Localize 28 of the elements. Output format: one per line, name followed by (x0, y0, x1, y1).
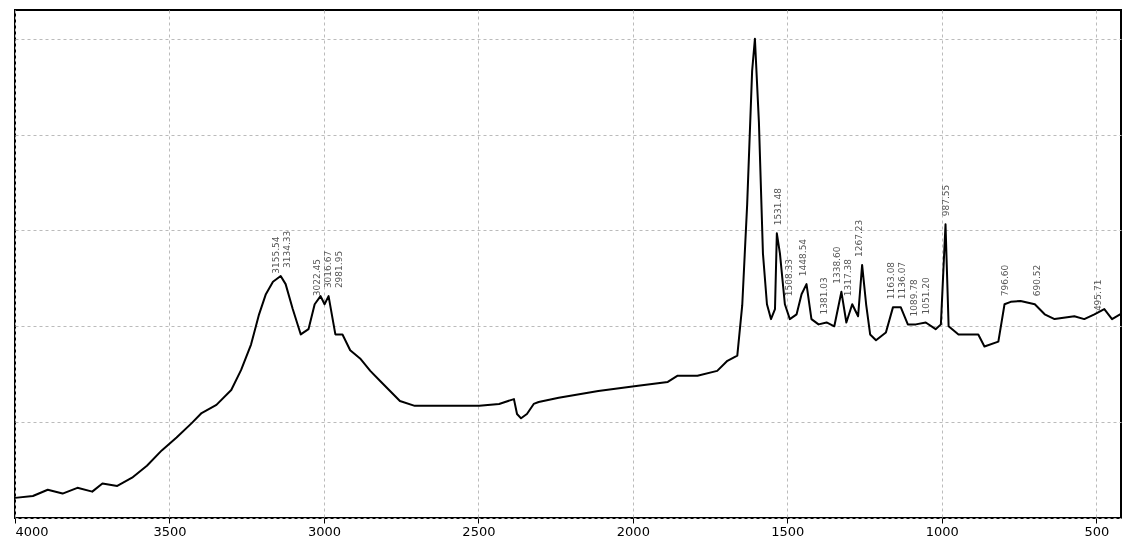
annotation: 1448.54 (798, 238, 809, 277)
annotation: 1531.48 (772, 187, 783, 226)
annotation: 3022.45 (312, 259, 322, 297)
x-tick-label: 500 (1084, 523, 1110, 539)
annotation: 1338.60 (832, 246, 843, 284)
x-tick-label: 3500 (153, 523, 187, 539)
annotation: 1317.38 (843, 258, 854, 297)
x-tick-label: 1000 (925, 523, 959, 539)
annotation: 1267.23 (854, 219, 865, 257)
annotation: 1381.03 (819, 277, 830, 315)
annotation: 1508.33 (783, 259, 794, 297)
annotation: 2981.95 (334, 250, 345, 289)
x-tick-label: 1500 (771, 523, 805, 539)
x-tick-label: 2000 (616, 523, 650, 539)
x-tick-label: 3000 (307, 523, 341, 539)
annotation: 3155.54 (270, 236, 281, 274)
x-tick-label: 2500 (462, 523, 496, 539)
annotation: 987.55 (940, 184, 951, 217)
annotation: 1051.20 (921, 276, 931, 315)
annotation: 3134.33 (281, 230, 292, 268)
annotation: 796.60 (999, 264, 1010, 297)
annotation: 1089.78 (909, 278, 920, 317)
x-tick-label: 4000 (15, 523, 49, 539)
annotation: 495.71 (1092, 279, 1103, 312)
annotation: 1136.07 (897, 261, 908, 300)
annotation: 690.52 (1032, 264, 1043, 297)
annotation: 1163.08 (886, 261, 897, 300)
annotation: 3016.67 (323, 250, 334, 289)
